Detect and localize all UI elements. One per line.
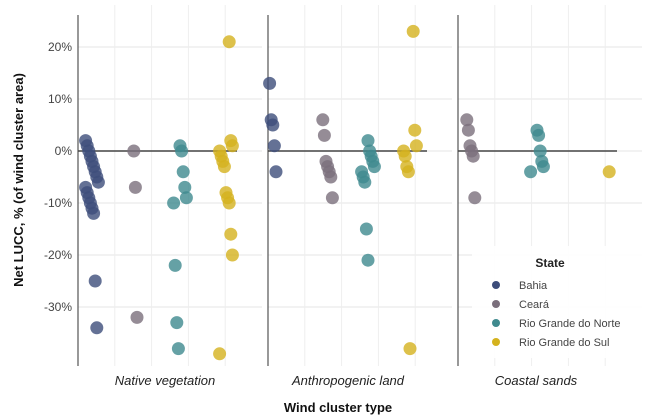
data-point <box>267 139 281 153</box>
data-point <box>401 165 415 179</box>
y-tick-label: -30% <box>44 300 72 314</box>
data-point <box>524 165 538 179</box>
data-point <box>367 160 381 174</box>
legend-label: Rio Grande do Sul <box>519 337 610 349</box>
facet-label: Anthropogenic land <box>291 373 405 388</box>
data-point <box>325 191 339 205</box>
data-point <box>358 175 372 189</box>
data-point <box>460 113 474 127</box>
legend-background <box>472 246 648 358</box>
y-tick-label: -10% <box>44 196 72 210</box>
legend-key <box>492 319 500 327</box>
data-point <box>222 35 236 49</box>
data-point <box>225 248 239 262</box>
data-point <box>317 128 331 142</box>
data-point <box>88 274 102 288</box>
y-tick-label: 20% <box>48 40 72 54</box>
data-point <box>398 149 412 163</box>
data-point <box>536 160 550 174</box>
data-point <box>127 144 141 158</box>
legend-key <box>492 338 500 346</box>
data-point <box>178 180 192 194</box>
data-point <box>532 128 546 142</box>
legend: State Bahia Ceará Rio Grande do Norte Rio G… <box>472 246 648 358</box>
y-tick-label: -20% <box>44 248 72 262</box>
data-point <box>263 76 277 90</box>
y-axis-ticks: 20% 10% 0% -10% -20% -30% <box>44 40 72 314</box>
legend-label: Bahia <box>519 280 548 292</box>
data-point <box>176 165 190 179</box>
data-point <box>175 144 189 158</box>
legend-title: State <box>535 256 565 270</box>
data-point <box>361 134 375 148</box>
data-point <box>324 170 338 184</box>
data-point <box>90 321 104 335</box>
x-axis-title: Wind cluster type <box>284 400 392 415</box>
data-point <box>171 342 185 356</box>
data-point <box>359 222 373 236</box>
y-tick-label: 0% <box>55 144 73 158</box>
data-point <box>461 123 475 137</box>
data-point <box>222 196 236 210</box>
data-point <box>409 139 423 153</box>
legend-label: Rio Grande do Norte <box>519 318 621 330</box>
data-point <box>269 165 283 179</box>
panel-background <box>78 5 262 366</box>
data-point <box>179 191 193 205</box>
data-point <box>225 139 239 153</box>
data-point <box>361 253 375 267</box>
data-point <box>168 258 182 272</box>
data-point <box>466 149 480 163</box>
data-point <box>316 113 330 127</box>
data-point <box>408 123 422 137</box>
facet-labels: Native vegetation Anthropogenic land Coast… <box>115 373 578 388</box>
data-point <box>533 144 547 158</box>
y-axis-title: Net LUCC, % (of wind cluster area) <box>11 73 26 287</box>
y-tick-label: 10% <box>48 92 72 106</box>
data-point <box>87 206 101 220</box>
data-point <box>170 316 184 330</box>
legend-key <box>492 300 500 308</box>
data-point <box>266 118 280 132</box>
data-point <box>406 24 420 38</box>
legend-items: Bahia Ceará Rio Grande do Norte Rio Grande … <box>492 280 621 349</box>
legend-key <box>492 281 500 289</box>
data-point <box>403 342 417 356</box>
data-point <box>602 165 616 179</box>
facet-label: Native vegetation <box>115 373 215 388</box>
data-point <box>217 160 231 174</box>
data-point <box>128 180 142 194</box>
data-point <box>167 196 181 210</box>
facet-label: Coastal sands <box>495 373 578 388</box>
data-point <box>213 347 227 361</box>
data-points <box>79 24 616 361</box>
data-point <box>468 191 482 205</box>
data-point <box>91 175 105 189</box>
facet-panel <box>77 5 262 366</box>
data-point <box>130 310 144 324</box>
data-point <box>224 227 238 241</box>
legend-label: Ceará <box>519 299 550 311</box>
